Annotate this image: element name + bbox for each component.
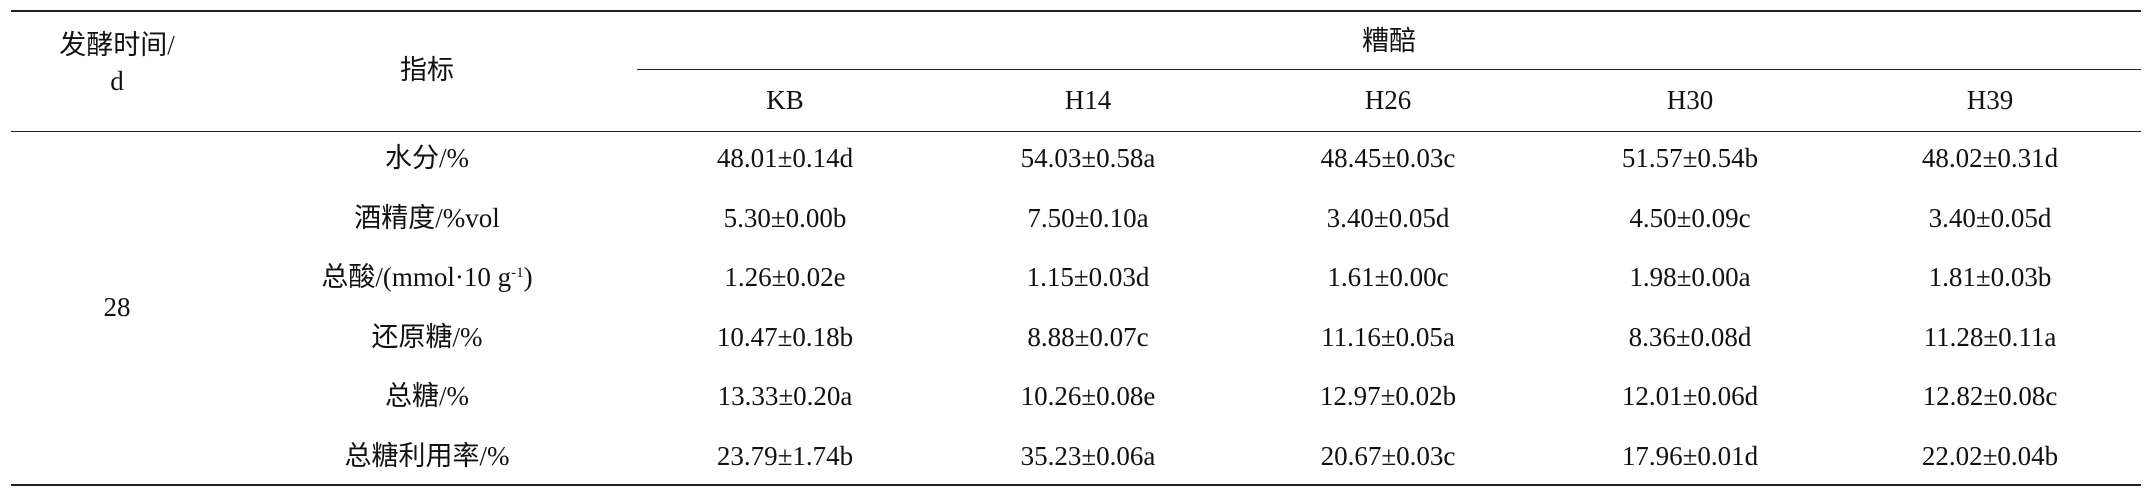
label-part: 还原糖/% xyxy=(371,321,483,352)
day-header: 发酵时间/ xyxy=(59,30,175,60)
value-cell: 7.50±0.10a xyxy=(1027,202,1149,233)
value-cell: 48.45±0.03c xyxy=(1320,143,1456,173)
day-header: d xyxy=(110,66,124,96)
value-cell: 1.98±0.00a xyxy=(1629,262,1751,293)
group-rule xyxy=(637,69,2141,70)
value-cell: 17.96±0.01d xyxy=(1621,441,1759,471)
value-cell: 10.47±0.18b xyxy=(716,321,854,352)
value-cell: 20.67±0.03c xyxy=(1320,441,1456,471)
value-cell: 1.26±0.02e xyxy=(724,262,846,293)
sample-header: KB xyxy=(766,85,804,115)
value-cell: 48.02±0.31d xyxy=(1921,143,2059,173)
value-cell: 22.02±0.04b xyxy=(1921,441,2059,471)
value-cell: 4.50±0.09c xyxy=(1629,202,1751,233)
indicator-cell: 总糖/% xyxy=(385,380,469,412)
sample-header: H26 xyxy=(1364,85,1412,115)
value-cell: 35.23±0.06a xyxy=(1020,441,1156,471)
value-cell: 5.30±0.00b xyxy=(723,202,847,233)
value-cell: 1.81±0.03b xyxy=(1928,262,2052,293)
label-part: 总糖/% xyxy=(385,381,469,412)
value-cell: 48.01±0.14d xyxy=(716,143,854,173)
value-cell: 23.79±1.74b xyxy=(716,441,854,471)
value-cell: 51.57±0.54b xyxy=(1621,143,1759,173)
value-cell: 10.26±0.08e xyxy=(1020,381,1156,412)
value-cell: 12.97±0.02b xyxy=(1319,381,1457,412)
label-part: -1 xyxy=(511,265,524,282)
value-cell: 54.03±0.58a xyxy=(1020,143,1156,173)
top-rule xyxy=(11,10,2141,12)
label-part: 总糖利用率/% xyxy=(344,441,510,471)
indicator-header: 指标 xyxy=(400,55,454,85)
value-cell: 1.15±0.03d xyxy=(1026,262,1150,293)
sample-header: H30 xyxy=(1666,85,1714,115)
indicator-cell: 总糖利用率/% xyxy=(345,440,510,472)
value-cell: 13.33±0.20a xyxy=(717,381,853,412)
value-cell: 8.88±0.07c xyxy=(1027,321,1149,352)
value-cell: 3.40±0.05d xyxy=(1326,202,1450,233)
value-cell: 11.28±0.11a xyxy=(1923,321,2057,352)
label-part: 酒精度/%vol xyxy=(354,202,500,233)
value-cell: 11.16±0.05a xyxy=(1321,321,1455,352)
value-cell: 3.40±0.05d xyxy=(1928,202,2052,233)
bottom-rule xyxy=(11,484,2141,486)
value-cell: 8.36±0.08d xyxy=(1628,321,1752,352)
indicator-cell: 酒精度/%vol xyxy=(354,202,500,234)
indicator-cell: 还原糖/% xyxy=(372,321,483,353)
label-part: ) xyxy=(523,262,533,293)
value-cell: 12.01±0.06d xyxy=(1621,381,1759,412)
sample-header: H14 xyxy=(1064,85,1112,115)
label-part: 水分/% xyxy=(385,143,469,173)
label-part: 总酸/(mmol·10 g xyxy=(321,262,512,293)
group-header: 糟醅 xyxy=(1362,26,1416,56)
sample-header: H39 xyxy=(1966,85,2014,115)
day-cell: 28 xyxy=(103,292,131,322)
indicator-cell: 水分/% xyxy=(385,142,469,174)
indicator-cell: 总酸/(mmol·10 g-1) xyxy=(321,261,532,293)
value-cell: 12.82±0.08c xyxy=(1922,381,2058,412)
header-rule xyxy=(11,131,2141,132)
value-cell: 1.61±0.00c xyxy=(1327,262,1449,293)
